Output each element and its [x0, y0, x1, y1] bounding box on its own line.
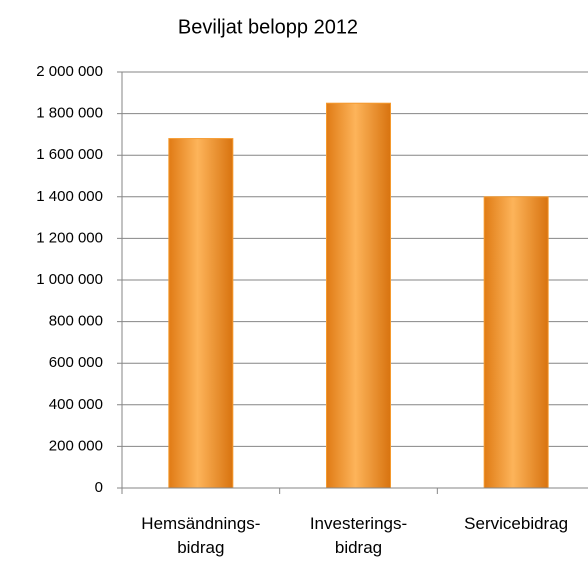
y-tick-label: 1 800 000 — [36, 105, 103, 122]
bar — [483, 196, 549, 489]
y-tick-label: 1 400 000 — [36, 188, 103, 205]
y-tick-label: 0 — [95, 479, 103, 496]
y-tick-label: 2 000 000 — [36, 63, 103, 80]
bar — [326, 102, 391, 489]
y-tick-label: 800 000 — [49, 313, 103, 330]
y-tick-label: 1 000 000 — [36, 271, 103, 288]
y-tick-label: 1 600 000 — [36, 146, 103, 163]
y-tick-label: 400 000 — [49, 396, 103, 413]
x-tick-label: Servicebidrag — [464, 514, 569, 533]
chart-title: Beviljat belopp 2012 — [178, 16, 358, 38]
x-tick-label: Hemsändnings-bidrag — [141, 514, 261, 557]
y-tick-label: 600 000 — [49, 354, 103, 371]
bar — [168, 138, 234, 489]
y-tick-label: 200 000 — [49, 437, 103, 454]
y-tick-label: 1 200 000 — [36, 229, 103, 246]
x-tick-label: Investerings-bidrag — [309, 514, 408, 557]
